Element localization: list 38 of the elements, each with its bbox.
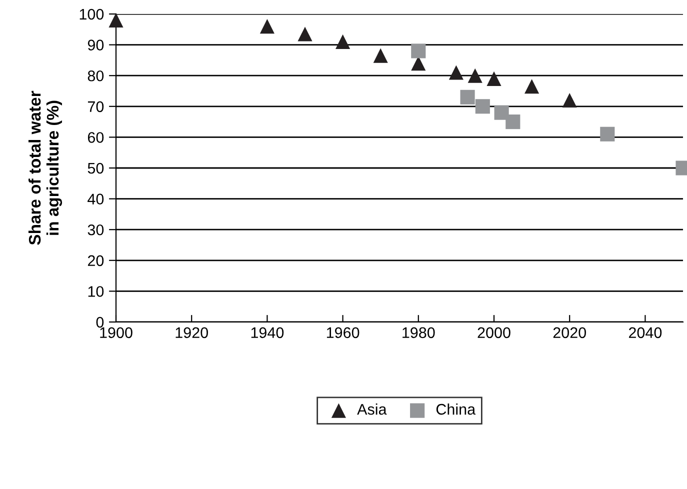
point — [524, 79, 540, 94]
x-tick-label: 2040 — [628, 327, 662, 338]
y-tick-label: 80 — [88, 70, 104, 82]
point — [260, 19, 274, 34]
point — [475, 99, 490, 114]
point — [506, 114, 520, 130]
y-axis-title: Share of total water in agriculture (%) — [28, 90, 62, 245]
point — [448, 65, 464, 80]
x-tick-label: 1920 — [176, 327, 208, 338]
point — [562, 92, 577, 108]
x-tick-label: 1900 — [100, 327, 132, 338]
x-tick-label: 1940 — [251, 327, 284, 338]
point — [494, 105, 509, 120]
y-tick-label: 90 — [88, 40, 104, 50]
point — [411, 44, 426, 58]
point — [600, 126, 615, 142]
y-tick-label: 60 — [88, 132, 104, 143]
legend-label: Asia — [357, 404, 387, 415]
y-tick-label: 30 — [88, 224, 104, 236]
point — [460, 90, 475, 104]
y-tick-label: 70 — [88, 101, 104, 112]
point — [108, 12, 124, 28]
point — [373, 48, 388, 63]
x-tick-label: 1960 — [326, 327, 360, 338]
x-tick-label: 2020 — [553, 327, 586, 338]
x-tick-label: 1980 — [402, 327, 435, 338]
x-tick-label: 2000 — [478, 327, 510, 338]
y-tick-label: 10 — [88, 286, 104, 297]
point — [486, 71, 502, 86]
point — [468, 68, 482, 83]
y-tick-label: 0 — [96, 316, 104, 328]
y-tick-label: 20 — [88, 255, 104, 266]
legend-label: China — [436, 404, 476, 415]
y-tick-label: 50 — [88, 162, 104, 174]
point — [298, 26, 312, 42]
y-tick-label: 40 — [88, 194, 104, 204]
y-tick-label: 100 — [80, 8, 104, 20]
point — [336, 34, 350, 50]
